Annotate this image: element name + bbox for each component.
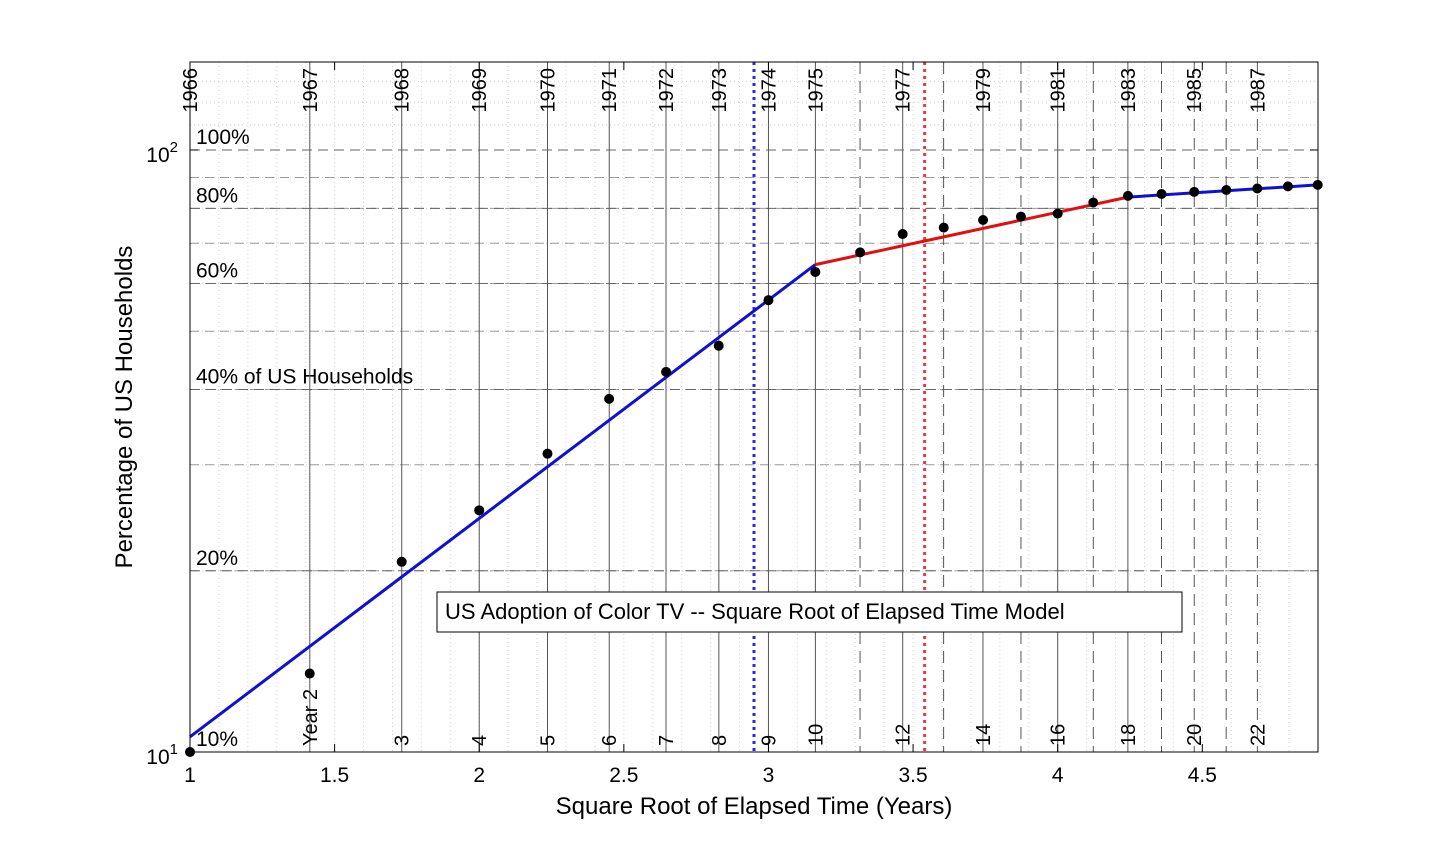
year-label-bottom: 20: [1184, 724, 1206, 746]
data-point: [938, 222, 949, 233]
x-tick-label: 1.5: [320, 764, 349, 787]
year-label-top: 1979: [973, 68, 995, 113]
data-point: [396, 556, 407, 567]
y-tick-base: 10: [146, 144, 169, 167]
year-label-bottom: Year 2: [300, 689, 322, 746]
percent-label: 100%: [196, 126, 250, 149]
year-label-bottom: 6: [599, 735, 621, 746]
data-point: [1252, 183, 1263, 194]
x-tick-label: 4.5: [1188, 764, 1217, 787]
data-point: [1221, 185, 1232, 196]
data-point: [1122, 190, 1133, 201]
year-label-top: 1966: [180, 68, 202, 113]
data-point: [978, 215, 989, 226]
x-axis-label: Square Root of Elapsed Time (Years): [556, 793, 953, 820]
title-box: US Adoption of Color TV -- Square Root o…: [436, 591, 1183, 633]
x-tick-label: 2.5: [609, 764, 638, 787]
data-point: [810, 267, 821, 278]
year-label-bottom: 12: [893, 724, 915, 746]
year-label-top: 1969: [469, 68, 491, 113]
marker-lines: [752, 62, 927, 752]
x-tick-label: 2: [473, 764, 485, 787]
percent-lines: 100% 80% 60% 40% of US Households 20% 10%: [190, 126, 1318, 751]
series-layer: [185, 179, 1323, 757]
percent-label: 10%: [196, 728, 238, 751]
data-point: [474, 505, 485, 516]
data-point: [855, 247, 866, 258]
data-point: [1052, 208, 1063, 219]
x-tick-label: 4: [1052, 764, 1064, 787]
plot-frame: [189, 61, 1319, 753]
year-label-bottom: 4: [469, 735, 491, 746]
percent-label: 20%: [196, 547, 238, 570]
data-point: [1156, 189, 1167, 200]
data-point: [1282, 181, 1293, 192]
year-lines: 1966 1967 Year 2 1968 3 1969 4 1970 5 1971 6 1972 7 1…: [180, 62, 1269, 752]
year-label-bottom: 14: [973, 724, 995, 746]
year-label-top: 1977: [893, 68, 915, 113]
year-label-top: 1974: [758, 68, 780, 113]
x-tick-label: 3.5: [898, 764, 927, 787]
data-point: [763, 295, 774, 306]
data-point: [661, 366, 672, 377]
data-point: [1015, 211, 1026, 222]
data-point: [542, 448, 553, 459]
year-label-bottom: 10: [805, 724, 827, 746]
percent-label: 40% of US Households: [196, 366, 413, 389]
series-line: [189, 263, 817, 738]
year-label-bottom: 3: [392, 735, 414, 746]
year-label-top: 1971: [599, 68, 621, 113]
year-label-top: 1987: [1247, 68, 1269, 113]
year-label-top: 1968: [392, 68, 414, 113]
y-tick-label: 101: [146, 741, 178, 769]
x-tick-label: 1: [184, 764, 196, 787]
percent-label: 80%: [196, 184, 238, 207]
chart-title: US Adoption of Color TV -- Square Root o…: [445, 599, 1065, 624]
year-label-bottom: 5: [538, 735, 560, 746]
year-label-top: 1973: [709, 68, 731, 113]
series-line: [814, 195, 1129, 267]
title-box-frame: [436, 591, 1183, 633]
x-tick-label: 3: [763, 764, 775, 787]
year-label-bottom: 9: [758, 735, 780, 746]
year-label-top: 1985: [1184, 68, 1206, 113]
y-tick-exponent: 1: [170, 741, 178, 758]
year-label-bottom: 8: [709, 735, 731, 746]
y-tick-base: 10: [146, 746, 169, 769]
data-point: [304, 668, 315, 679]
year-label-top: 1970: [538, 68, 560, 113]
year-label-bottom: 18: [1118, 724, 1140, 746]
percent-label: 60%: [196, 260, 238, 283]
year-label-top: 1981: [1048, 68, 1070, 113]
y-tick-label: 102: [146, 139, 178, 167]
year-label-top: 1972: [656, 68, 678, 113]
year-label-bottom: 22: [1247, 724, 1269, 746]
data-point: [604, 393, 615, 404]
data-point: [1189, 186, 1200, 197]
year-label-top: 1983: [1118, 68, 1140, 113]
data-point: [897, 229, 908, 240]
year-label-top: 1967: [300, 68, 322, 113]
data-point: [713, 340, 724, 351]
year-label-bottom: 16: [1048, 724, 1070, 746]
year-label-bottom: 7: [656, 735, 678, 746]
data-point: [1088, 197, 1099, 208]
y-tick-exponent: 2: [170, 139, 178, 156]
year-label-top: 1975: [805, 68, 827, 113]
y-axis-label: Percentage of US Households: [111, 246, 138, 569]
